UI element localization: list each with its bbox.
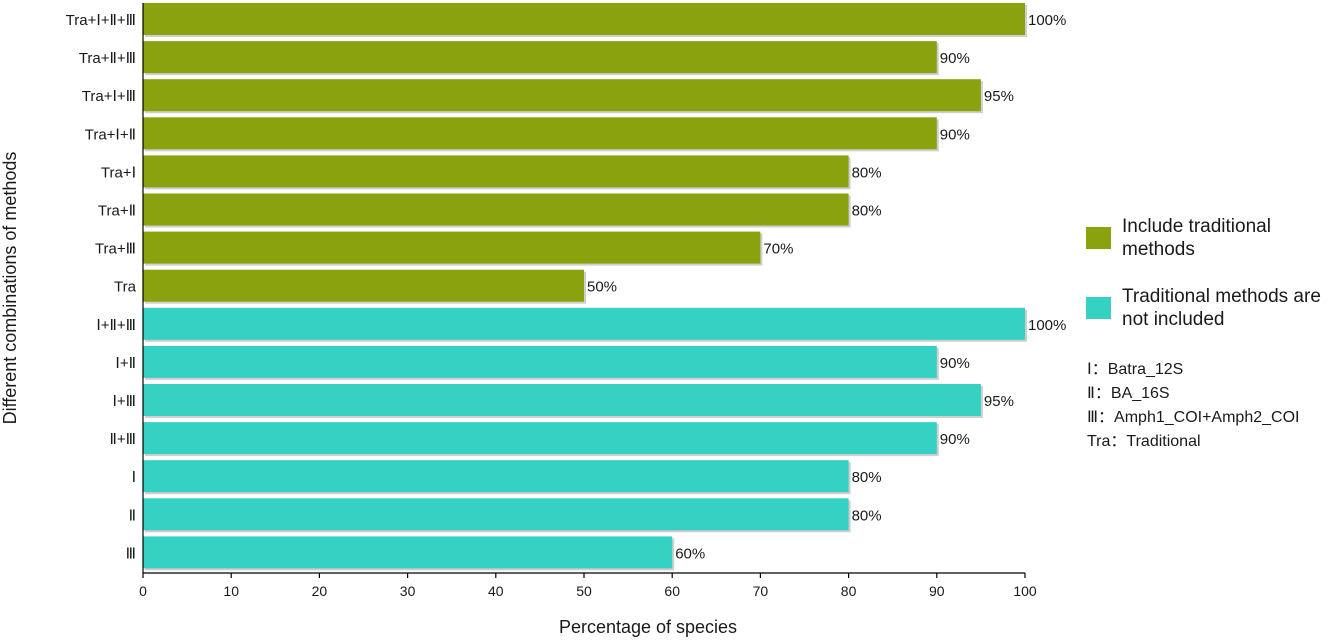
bar xyxy=(143,422,937,455)
bar xyxy=(143,193,849,226)
legend-label-non-traditional: Traditional methods are not included xyxy=(1122,286,1321,330)
category-label: Ⅱ xyxy=(129,507,136,524)
category-labels-layer: Tra+Ⅰ+Ⅱ+Ⅲ Tra+Ⅱ+Ⅲ Tra+Ⅰ+Ⅲ Tra+Ⅰ+Ⅱ Tra+Ⅰ Tra+Ⅱ… xyxy=(66,12,137,562)
note-key: Ⅰ： xyxy=(1087,361,1108,378)
legend-item-non-traditional: Traditional methods are not included xyxy=(1086,285,1331,355)
note-value: Amph1_COI+Amph2_COI xyxy=(1114,409,1300,426)
bar xyxy=(143,155,849,188)
bar xyxy=(143,536,673,569)
note-value: Batra_12S xyxy=(1107,361,1184,378)
bar xyxy=(143,498,849,531)
bar xyxy=(143,3,1025,35)
legend: Include traditional methods Traditional … xyxy=(1086,215,1331,355)
bar xyxy=(143,307,1025,340)
note-key: Tra： xyxy=(1087,433,1127,450)
bar xyxy=(143,269,584,302)
note-value: BA_16S xyxy=(1110,385,1170,402)
legend-swatch-traditional xyxy=(1086,227,1111,249)
x-tick-label: 80 xyxy=(841,583,857,599)
legend-label-traditional: Include traditional methods xyxy=(1122,216,1271,260)
data-label: 50% xyxy=(587,279,617,296)
category-label: Tra+Ⅰ+Ⅲ xyxy=(82,88,136,105)
legend-swatch-non-traditional xyxy=(1086,297,1111,319)
bar xyxy=(143,384,981,416)
bar xyxy=(143,117,937,150)
x-ticks-layer: 0 10 20 30 40 50 60 70 80 90 100 xyxy=(139,573,1037,599)
x-tick-label: 70 xyxy=(753,583,769,599)
category-label: Ⅱ+Ⅲ xyxy=(110,431,136,448)
x-tick-label: 20 xyxy=(312,583,328,599)
data-label: 90% xyxy=(940,50,970,67)
category-label: Tra+Ⅰ xyxy=(101,164,136,181)
category-label: Tra+Ⅰ+Ⅱ+Ⅲ xyxy=(66,12,136,29)
note-key: Ⅱ： xyxy=(1087,385,1111,402)
x-tick-label: 0 xyxy=(139,583,147,599)
data-label: 80% xyxy=(852,469,882,486)
bar xyxy=(143,345,937,378)
data-label: 100% xyxy=(1028,12,1066,29)
category-label: Tra+Ⅲ xyxy=(95,241,136,258)
x-tick-label: 10 xyxy=(223,583,239,599)
x-tick-label: 100 xyxy=(1013,583,1037,599)
x-tick-label: 50 xyxy=(576,583,592,599)
note-key: Ⅲ： xyxy=(1087,409,1115,426)
category-label: Ⅰ+Ⅱ+Ⅲ xyxy=(96,317,136,334)
bar xyxy=(143,41,937,74)
note-item: Ⅱ： BA_16S xyxy=(1087,382,1333,406)
data-label: 95% xyxy=(984,393,1014,410)
category-label: Tra+Ⅰ+Ⅱ xyxy=(85,126,136,143)
note-item: Tra： Traditional xyxy=(1087,430,1333,454)
category-label: Tra+Ⅱ+Ⅲ xyxy=(79,50,136,67)
x-axis-title: Percentage of species xyxy=(559,617,737,637)
data-label: 90% xyxy=(940,126,970,143)
bar xyxy=(143,460,849,493)
data-label: 60% xyxy=(675,545,705,562)
x-tick-label: 90 xyxy=(929,583,945,599)
data-label: 90% xyxy=(940,431,970,448)
bars-layer xyxy=(143,3,1027,571)
category-label: Ⅰ+Ⅲ xyxy=(112,393,136,410)
note-value: Traditional xyxy=(1126,433,1201,450)
category-label: Ⅲ xyxy=(126,545,136,562)
data-label: 100% xyxy=(1028,317,1066,334)
data-label: 70% xyxy=(763,241,793,258)
bar xyxy=(143,79,981,112)
data-label: 80% xyxy=(852,507,882,524)
x-tick-label: 30 xyxy=(400,583,416,599)
data-label: 95% xyxy=(984,88,1014,105)
y-axis-title: Different combinations of methods xyxy=(0,152,20,425)
note-item: Ⅲ： Amph1_COI+Amph2_COI xyxy=(1087,406,1333,430)
legend-item-traditional: Include traditional methods xyxy=(1086,215,1331,285)
data-label: 80% xyxy=(852,203,882,220)
category-label: Ⅰ xyxy=(132,469,136,486)
data-label: 80% xyxy=(852,164,882,181)
note-item: Ⅰ： Batra_12S xyxy=(1087,358,1333,382)
abbreviation-notes: Ⅰ： Batra_12S Ⅱ： BA_16S Ⅲ： Amph1_COI+Amph… xyxy=(1087,358,1333,454)
data-label: 90% xyxy=(940,355,970,372)
category-label: Tra xyxy=(114,279,137,296)
category-label: Ⅰ+Ⅱ xyxy=(115,355,136,372)
x-tick-label: 40 xyxy=(488,583,504,599)
bar xyxy=(143,231,761,264)
x-tick-label: 60 xyxy=(664,583,680,599)
data-labels-layer: 100% 90% 95% 90% 80% 80% 70% 50% 100% 90% 95% 90% 80… xyxy=(587,12,1066,562)
category-label: Tra+Ⅱ xyxy=(98,203,136,220)
